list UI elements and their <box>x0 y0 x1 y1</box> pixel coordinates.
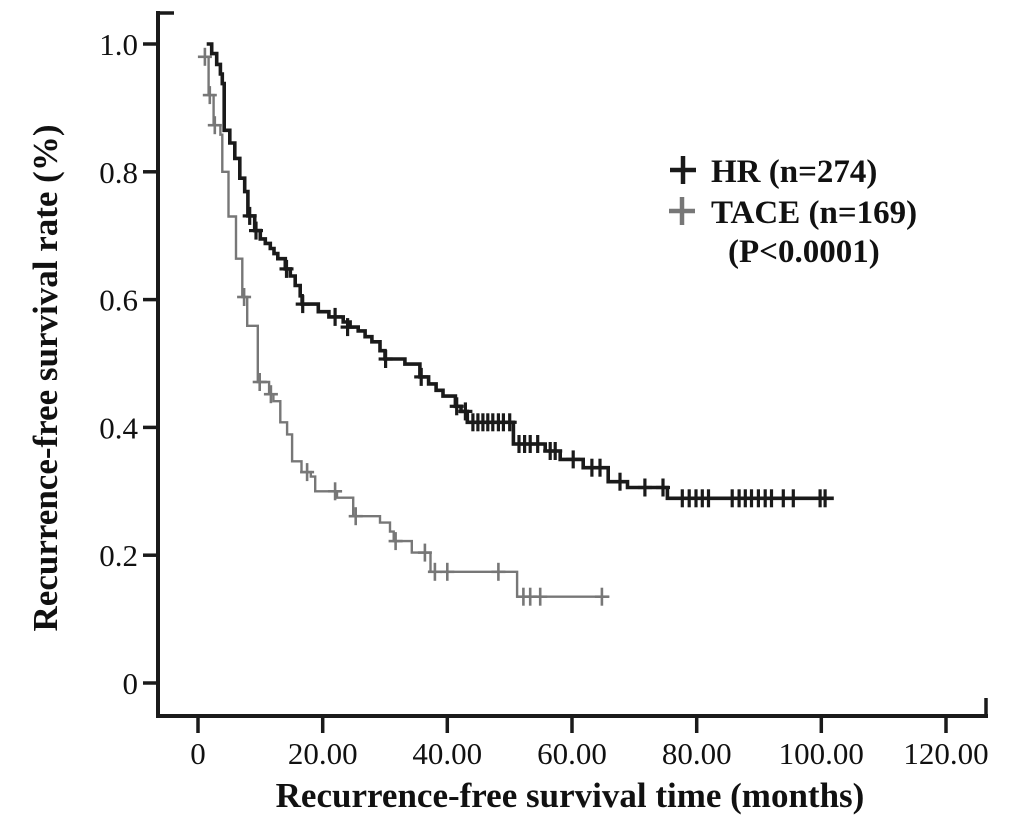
curve-hr <box>206 42 834 501</box>
y-tick-label: 0.4 <box>99 410 138 445</box>
x-tick-label: 0 <box>190 736 206 771</box>
y-tick-label: 0 <box>123 666 139 701</box>
legend-p-value: (P<0.0001) <box>728 234 880 270</box>
curve-tace <box>203 55 610 598</box>
x-tick-label: 120.00 <box>903 736 988 771</box>
legend-marker-hr-plus-icon <box>670 156 696 184</box>
x-tick-label: 80.00 <box>662 736 732 771</box>
y-axis-title: Recurrence-free survival rate (%) <box>26 125 65 632</box>
x-tick-label: 60.00 <box>537 736 607 771</box>
plot-area: 0 20.00 40.00 60.00 80.00 100.00 120.00 0 0.2 0.4… <box>99 27 988 771</box>
x-tick-label: 20.00 <box>288 736 358 771</box>
x-tick-label: 40.00 <box>412 736 482 771</box>
legend: HR (n=274) TACE (n=169) (P<0.0001) <box>669 154 917 270</box>
axes <box>156 11 988 718</box>
x-tick-label: 100.00 <box>779 736 864 771</box>
x-axis-title: Recurrence-free survival time (months) <box>276 776 865 815</box>
y-tick-label: 0.6 <box>99 283 138 318</box>
legend-marker-tace-plus-icon <box>669 197 695 225</box>
y-tick-label: 1.0 <box>99 27 138 62</box>
y-tick-label: 0.8 <box>99 155 138 190</box>
legend-label-tace: TACE (n=169) <box>711 195 917 231</box>
legend-label-hr: HR (n=274) <box>711 154 877 190</box>
y-tick-label: 0.2 <box>99 538 138 573</box>
